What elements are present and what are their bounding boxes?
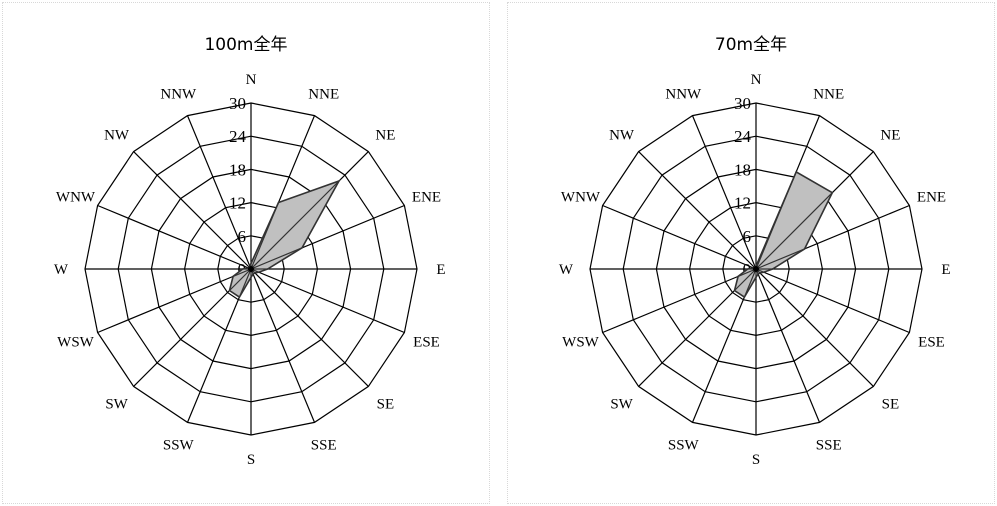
- direction-label-n: N: [246, 72, 257, 88]
- panel-frame: [507, 2, 995, 504]
- radial-tick-label: 12: [229, 194, 246, 213]
- radial-tick-label: 24: [229, 127, 247, 146]
- radial-tick-label: 6: [238, 227, 247, 246]
- direction-label-sse: SSE: [816, 438, 842, 454]
- spoke-nnw: [691, 115, 757, 270]
- wind-rose-chart-100m: 0612182430NNNENEENEEESESESSESSSWSWWSWWWN…: [54, 72, 446, 468]
- direction-label-sw: SW: [610, 396, 633, 412]
- data-point-ne: [755, 192, 833, 270]
- data-point-ene: [250, 247, 303, 270]
- spoke-nnw: [186, 115, 252, 270]
- direction-label-ene: ENE: [412, 189, 441, 205]
- direction-label-wsw: WSW: [562, 335, 600, 351]
- spoke-sse: [250, 268, 316, 423]
- data-point-wsw: [232, 268, 252, 277]
- direction-label-wnw: WNW: [561, 189, 601, 205]
- spoke-nw: [133, 151, 252, 270]
- radial-tick-label: 18: [734, 160, 751, 179]
- direction-label-sse: SSE: [311, 438, 337, 454]
- spoke-ese: [755, 268, 910, 334]
- data-point-sw: [229, 268, 252, 291]
- spoke-sse: [755, 268, 821, 423]
- direction-label-w: W: [559, 262, 574, 278]
- spoke-wsw: [97, 268, 252, 334]
- direction-label-wnw: WNW: [56, 189, 96, 205]
- direction-label-ne: NE: [880, 128, 900, 144]
- direction-label-e: E: [436, 262, 445, 278]
- direction-label-se: SE: [377, 396, 395, 412]
- spoke-wsw: [602, 268, 757, 334]
- center-mark: [753, 266, 759, 272]
- data-point-ene: [755, 248, 805, 270]
- radial-tick-label: 6: [743, 227, 752, 246]
- panel-frame: [2, 2, 490, 504]
- direction-label-ssw: SSW: [668, 438, 700, 454]
- direction-label-ese: ESE: [413, 335, 440, 351]
- direction-label-ene: ENE: [917, 189, 946, 205]
- spoke-nw: [638, 151, 757, 270]
- direction-label-ssw: SSW: [163, 438, 195, 454]
- center-mark: [248, 266, 254, 272]
- direction-label-wsw: WSW: [57, 335, 95, 351]
- data-point-nne: [250, 202, 280, 270]
- radial-tick-label: 24: [734, 127, 752, 146]
- data-point-nne: [755, 171, 797, 270]
- radial-tick-label: 18: [229, 160, 246, 179]
- direction-label-nnw: NNW: [665, 87, 702, 103]
- direction-label-ne: NE: [375, 128, 395, 144]
- chart-title: 100m全年: [204, 35, 288, 55]
- spoke-wnw: [602, 204, 757, 270]
- direction-label-nw: NW: [609, 128, 635, 144]
- direction-label-s: S: [752, 452, 760, 468]
- radial-tick-label: 12: [734, 194, 751, 213]
- direction-label-sw: SW: [105, 396, 128, 412]
- data-point-ssw: [743, 268, 757, 298]
- direction-label-nw: NW: [104, 128, 130, 144]
- direction-label-w: W: [54, 262, 69, 278]
- direction-label-nne: NNE: [813, 87, 844, 103]
- wind-rose-chart-70m: 0612182430NNNENEENEEESESESSESSSWSWWSWWWN…: [559, 72, 951, 468]
- direction-label-nne: NNE: [308, 87, 339, 103]
- spoke-se: [755, 268, 874, 387]
- radial-tick-label: 30: [229, 94, 246, 113]
- data-point-wsw: [737, 268, 757, 277]
- data-point-ne: [250, 180, 340, 270]
- direction-label-se: SE: [882, 396, 900, 412]
- chart-title: 70m全年: [714, 35, 788, 55]
- direction-label-e: E: [941, 262, 950, 278]
- data-point-ssw: [238, 268, 252, 298]
- direction-label-nnw: NNW: [160, 87, 197, 103]
- direction-label-s: S: [247, 452, 255, 468]
- spoke-wnw: [97, 204, 252, 270]
- data-point-sw: [734, 268, 757, 291]
- wind-rose-panel-70m: 70m全年 0612182430NNNENEENEEESESESSESSSWSW…: [505, 0, 997, 506]
- spoke-se: [250, 268, 369, 387]
- spoke-ese: [250, 268, 405, 334]
- direction-label-n: N: [751, 72, 762, 88]
- direction-label-ese: ESE: [918, 335, 945, 351]
- wind-rose-panel-100m: 100m全年 0612182430NNNENEENEEESESESSESSSWS…: [0, 0, 492, 506]
- radial-tick-label: 30: [734, 94, 751, 113]
